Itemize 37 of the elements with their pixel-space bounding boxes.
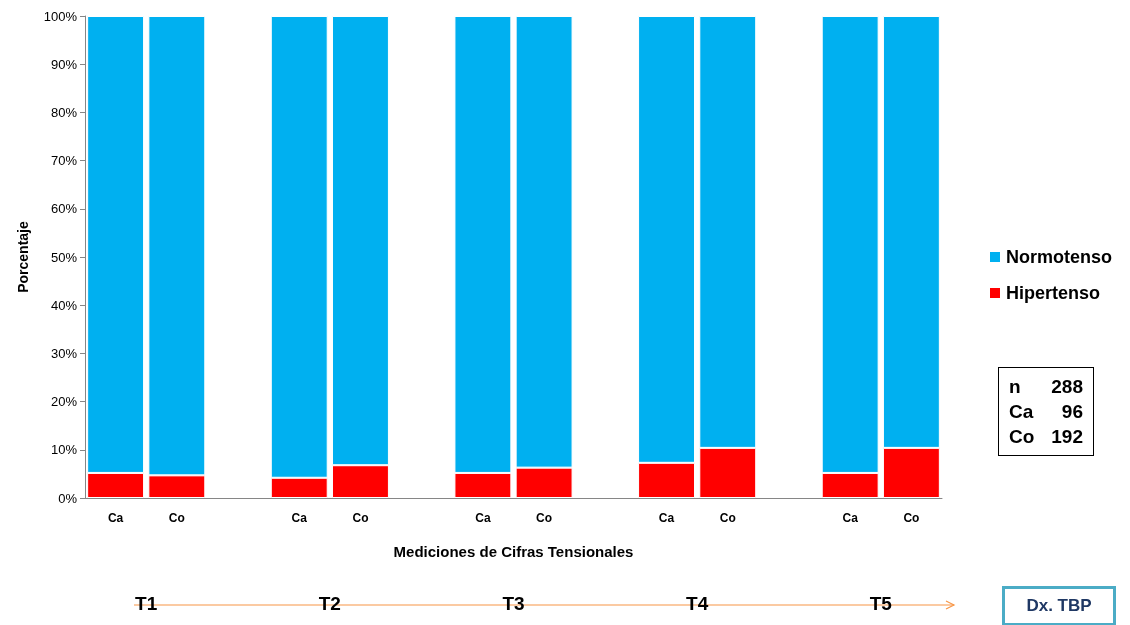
legend-label: Hipertenso — [1006, 283, 1101, 303]
text: Ca — [1009, 400, 1034, 424]
y-tick-label: 50% — [50, 249, 78, 265]
text: T2 — [317, 593, 342, 615]
x-tick-label: Ca — [842, 511, 859, 525]
y-tick-label: 90% — [50, 56, 78, 72]
y-tick-label: 20% — [50, 394, 78, 410]
y-tick-label: 80% — [50, 104, 78, 120]
x-tick-label: Ca — [475, 511, 491, 525]
x-tick-label: Co — [903, 511, 920, 525]
text: Dx. TBP — [1002, 586, 1116, 625]
text: T4 — [685, 593, 710, 615]
text: Co — [1009, 425, 1035, 449]
x-tick-label: Ca — [107, 511, 124, 525]
y-tick-label: 100% — [43, 8, 78, 24]
text: T3 — [501, 593, 526, 615]
y-tick-label: 10% — [50, 442, 78, 458]
x-tick-label: Ca — [291, 511, 308, 525]
text: 288 — [1051, 375, 1083, 399]
x-axis-title: Mediciones de Cifras Tensionales — [393, 543, 634, 560]
text: 192 — [1051, 425, 1083, 449]
x-tick-label: Co — [168, 511, 185, 525]
text: n — [1009, 375, 1021, 399]
x-tick-label: Co — [719, 511, 736, 525]
y-tick-label: 30% — [50, 345, 78, 361]
text: 96 — [1061, 400, 1083, 424]
legend-label: Normotenso — [1006, 247, 1113, 267]
y-tick-label: 70% — [50, 153, 78, 169]
text: T1 — [134, 593, 159, 615]
x-tick-label: Co — [352, 511, 369, 525]
y-tick-label: 60% — [50, 201, 78, 217]
y-axis-title: Porcentaje — [15, 221, 31, 293]
x-tick-label: Co — [536, 511, 553, 525]
y-tick-label: 0% — [58, 490, 78, 506]
y-tick-label: 40% — [50, 297, 78, 313]
x-tick-label: Ca — [658, 511, 675, 525]
text: T5 — [868, 593, 893, 615]
